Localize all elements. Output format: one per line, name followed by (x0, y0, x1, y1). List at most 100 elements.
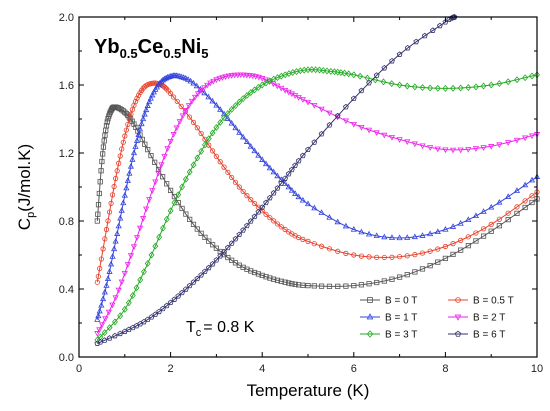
data-point (217, 159, 223, 165)
data-point (427, 263, 433, 269)
data-point (343, 103, 349, 110)
data-point (326, 214, 333, 220)
y-tick-label: 0.8 (59, 216, 74, 228)
data-point (350, 226, 357, 232)
data-point (488, 144, 495, 150)
data-point (171, 94, 177, 100)
data-point (109, 302, 116, 309)
data-point (419, 250, 426, 256)
data-point (187, 216, 193, 223)
data-point (168, 90, 174, 97)
data-point (194, 154, 201, 162)
data-point (381, 64, 388, 71)
data-point (411, 141, 418, 148)
data-point (311, 283, 317, 289)
data-point (305, 146, 311, 153)
series-line (97, 16, 455, 344)
data-point (318, 106, 325, 113)
data-point (174, 98, 180, 105)
data-point (114, 168, 120, 174)
data-point (427, 248, 433, 254)
data-point (274, 172, 281, 179)
series-b-2-t (94, 72, 541, 337)
data-point (98, 168, 104, 174)
data-point (224, 244, 231, 251)
data-point (186, 282, 193, 289)
series-line (96, 69, 538, 341)
data-point (488, 221, 494, 227)
data-point (320, 66, 327, 74)
data-point (148, 251, 155, 259)
data-point (480, 226, 487, 232)
data-point (358, 282, 365, 288)
data-point (137, 276, 144, 284)
data-point (240, 95, 247, 103)
data-point (102, 132, 108, 138)
data-point (351, 252, 357, 258)
data-point (300, 282, 306, 288)
compound-label: Yb0.5Ce0.5Ni5 (94, 36, 209, 61)
data-point (299, 196, 306, 203)
data-point (496, 80, 503, 88)
data-point (366, 254, 372, 260)
data-point (102, 316, 109, 323)
data-point (101, 337, 108, 343)
data-point (217, 253, 224, 259)
data-point (120, 139, 126, 145)
y-tick-label: 1.6 (59, 80, 74, 92)
data-point (282, 279, 288, 285)
data-point (427, 84, 434, 92)
data-point (357, 72, 364, 80)
data-point (324, 67, 331, 75)
data-point (140, 268, 147, 276)
data-point (210, 78, 217, 85)
data-point (228, 105, 235, 113)
data-point (107, 260, 115, 267)
x-tick-label: 2 (168, 363, 174, 375)
series-line (96, 74, 538, 334)
series-b-6-t (94, 13, 458, 346)
data-point (251, 147, 258, 154)
data-point (144, 102, 151, 108)
data-point (311, 103, 318, 109)
data-point (381, 254, 387, 261)
data-point (129, 292, 136, 299)
data-point (442, 243, 448, 250)
data-point (450, 84, 456, 92)
data-point (94, 331, 101, 337)
data-point (505, 78, 512, 86)
data-point (396, 81, 403, 89)
data-point (102, 236, 108, 242)
data-point (170, 132, 177, 138)
legend-label: B = 0.5 T (473, 296, 514, 307)
data-point (255, 271, 261, 277)
data-point (198, 130, 204, 137)
data-point (95, 312, 102, 319)
data-point (120, 199, 127, 206)
data-point (135, 92, 142, 98)
data-point (300, 236, 306, 242)
data-point (442, 84, 449, 92)
data-point (389, 276, 395, 282)
data-point (228, 73, 235, 79)
x-tick-label: 0 (76, 363, 82, 375)
data-point (316, 66, 323, 74)
data-point (135, 131, 142, 137)
data-point (472, 212, 480, 219)
data-point (496, 216, 502, 222)
legend-label: B = 3 T (385, 330, 417, 341)
data-point (404, 139, 411, 146)
data-point (457, 84, 464, 92)
data-point (103, 282, 110, 288)
x-axis-label: Temperature (K) (247, 381, 370, 400)
data-point (98, 301, 105, 308)
data-point (304, 99, 312, 106)
data-point (234, 72, 241, 79)
data-point (240, 227, 246, 233)
legend-marker (367, 297, 373, 303)
data-point (206, 238, 212, 244)
data-point (404, 82, 411, 90)
data-point (381, 233, 388, 240)
data-point (248, 268, 254, 274)
data-point (148, 152, 154, 159)
